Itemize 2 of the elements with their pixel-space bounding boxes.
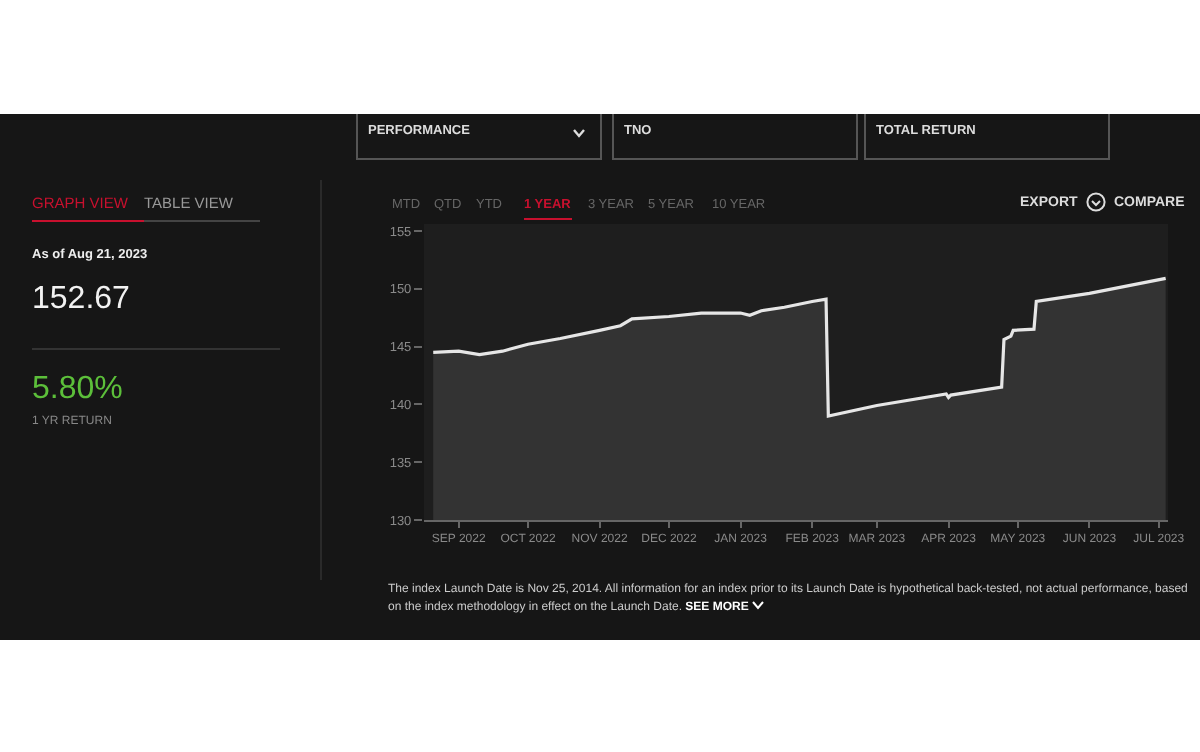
text: 152.67: [32, 282, 130, 318]
text: 5.80%: [32, 372, 123, 408]
